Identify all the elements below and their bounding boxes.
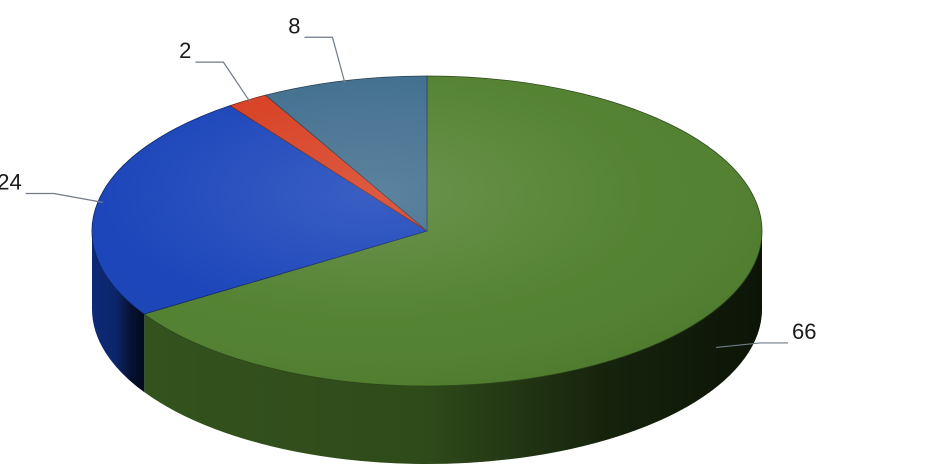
data-label-66: 66 [792, 319, 816, 344]
leader-line-66 [716, 342, 788, 349]
pie-side-shade-24 [92, 231, 145, 393]
pie-sheen [92, 76, 762, 386]
leader-line-24 [25, 192, 103, 203]
data-label-2: 2 [179, 38, 191, 63]
pie-labels: 66 24 2 8 [0, 13, 816, 349]
data-label-24: 24 [0, 170, 22, 195]
pie-side-shade-66 [144, 231, 762, 464]
data-label-8: 8 [288, 13, 300, 38]
leader-line-2 [195, 61, 251, 103]
leader-line-8 [304, 36, 346, 84]
pie-sides [92, 231, 762, 464]
